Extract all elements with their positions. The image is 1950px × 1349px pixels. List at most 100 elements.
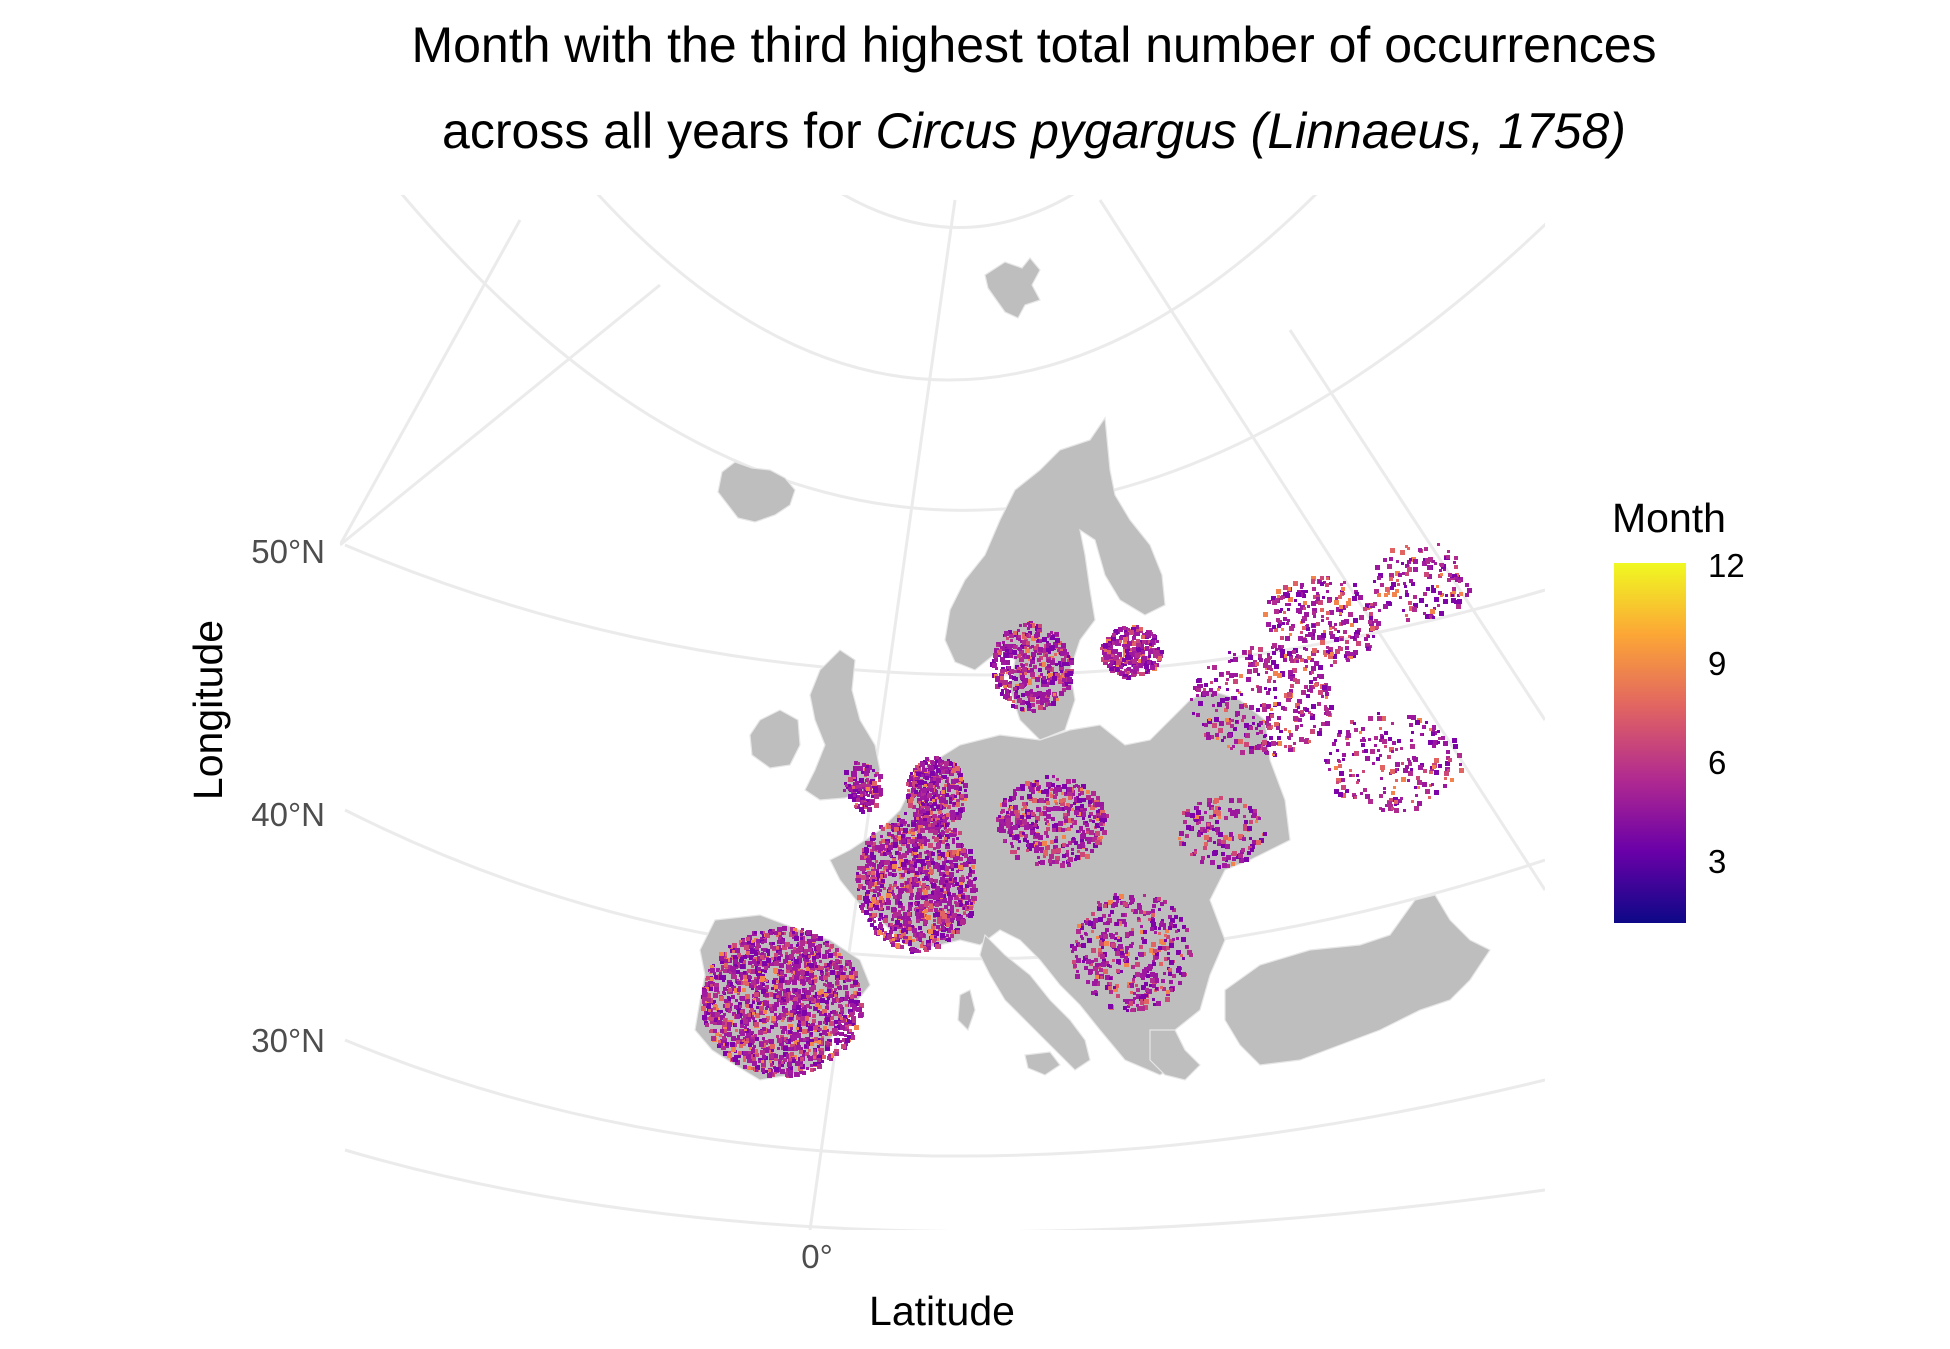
occurrence-cell [743, 1037, 746, 1040]
occurrence-cell [1272, 600, 1277, 605]
occurrence-cell [887, 934, 892, 939]
occurrence-cell [766, 949, 770, 953]
occurrence-cell [746, 1005, 749, 1008]
occurrence-cell [905, 881, 909, 885]
occurrence-cell [1207, 719, 1212, 724]
occurrence-cell [937, 808, 940, 811]
occurrence-cell [879, 896, 883, 900]
occurrence-cell [1315, 600, 1319, 604]
occurrence-cell [1300, 658, 1304, 662]
occurrence-cell [907, 878, 910, 881]
occurrence-cell [1285, 603, 1288, 606]
occurrence-cell [958, 808, 963, 813]
occurrence-cell [1067, 813, 1070, 816]
occurrence-cell [906, 885, 909, 888]
occurrence-cell [1025, 701, 1028, 704]
occurrence-cell [908, 927, 911, 930]
occurrence-cell [1353, 618, 1358, 623]
occurrence-cell [1276, 726, 1280, 730]
occurrence-cell [1317, 674, 1321, 678]
meridian-east-2 [1288, 329, 1545, 721]
occurrence-cell [800, 941, 805, 946]
occurrence-cell [907, 831, 910, 834]
occurrence-cell [848, 1020, 852, 1024]
occurrence-cell [836, 1042, 839, 1045]
occurrence-cell [919, 780, 924, 785]
occurrence-cell [743, 1065, 747, 1069]
occurrence-cell [971, 888, 976, 893]
occurrence-cell [732, 950, 735, 953]
occurrence-cell [1019, 684, 1024, 689]
occurrence-cell [894, 934, 897, 937]
occurrence-cell [1065, 853, 1069, 857]
occurrence-cell [785, 980, 790, 985]
occurrence-cell [928, 830, 931, 833]
occurrence-cell [875, 845, 880, 850]
occurrence-cell [1132, 659, 1137, 664]
occurrence-cell [806, 967, 810, 971]
occurrence-cell [1257, 744, 1261, 748]
occurrence-cell [730, 1042, 735, 1047]
occurrence-cell [1294, 599, 1297, 602]
occurrence-cell [1253, 668, 1258, 673]
occurrence-cell [1110, 667, 1114, 671]
occurrence-cell [1030, 623, 1035, 628]
occurrence-cell [743, 981, 747, 985]
occurrence-cell [720, 1029, 724, 1033]
occurrence-cell [1214, 678, 1218, 682]
occurrence-cell [858, 884, 863, 889]
occurrence-cell [1052, 658, 1055, 661]
occurrence-cell [798, 946, 803, 951]
occurrence-cell [1131, 627, 1136, 632]
occurrence-cell [1050, 631, 1053, 634]
occurrence-cell [1335, 597, 1338, 600]
occurrence-cell [1018, 840, 1021, 843]
occurrence-cell [879, 922, 882, 925]
occurrence-cell [1288, 603, 1291, 606]
occurrence-cell [1293, 581, 1298, 586]
occurrence-cell [1286, 622, 1289, 625]
occurrence-cell [950, 810, 955, 815]
occurrence-cell [877, 893, 881, 897]
occurrence-cell [1038, 675, 1041, 678]
occurrence-cell [903, 912, 908, 917]
occurrence-cell [804, 971, 809, 976]
occurrence-cell [799, 1008, 804, 1013]
occurrence-cell [880, 884, 884, 888]
occurrence-cell [1017, 629, 1020, 632]
occurrence-cell [755, 966, 758, 969]
occurrence-cell [792, 980, 797, 985]
occurrence-cell [914, 828, 917, 831]
occurrence-cell [729, 1008, 732, 1011]
occurrence-cell [1336, 607, 1341, 612]
occurrence-cell [823, 975, 828, 980]
occurrence-cell [1385, 804, 1388, 807]
occurrence-cell [906, 924, 911, 929]
occurrence-cell [954, 895, 959, 900]
occurrence-cell [1273, 702, 1277, 706]
occurrence-cell [964, 794, 968, 798]
occurrence-cell [956, 812, 959, 815]
occurrence-cell [1361, 743, 1365, 747]
occurrence-cell [752, 1061, 757, 1066]
occurrence-cell [892, 868, 896, 872]
occurrence-cell [742, 988, 746, 992]
occurrence-cell [756, 1006, 759, 1009]
occurrence-cell [749, 983, 754, 988]
occurrence-cell [844, 770, 849, 775]
occurrence-cell [724, 1033, 727, 1036]
parallel-arc-40 [344, 808, 1545, 961]
occurrence-cell [751, 965, 754, 968]
occurrence-cell [826, 1029, 829, 1032]
occurrence-cell [1045, 698, 1049, 702]
occurrence-cell [950, 934, 954, 938]
occurrence-cell [1258, 654, 1262, 658]
occurrence-cell [1273, 671, 1278, 676]
occurrence-cell [941, 822, 944, 825]
occurrence-cell [924, 914, 927, 917]
occurrence-cell [1300, 586, 1303, 589]
occurrence-cell [802, 1053, 805, 1056]
occurrence-cell [838, 1022, 841, 1025]
occurrence-cell [1230, 724, 1234, 728]
occurrence-cell [1350, 720, 1354, 724]
